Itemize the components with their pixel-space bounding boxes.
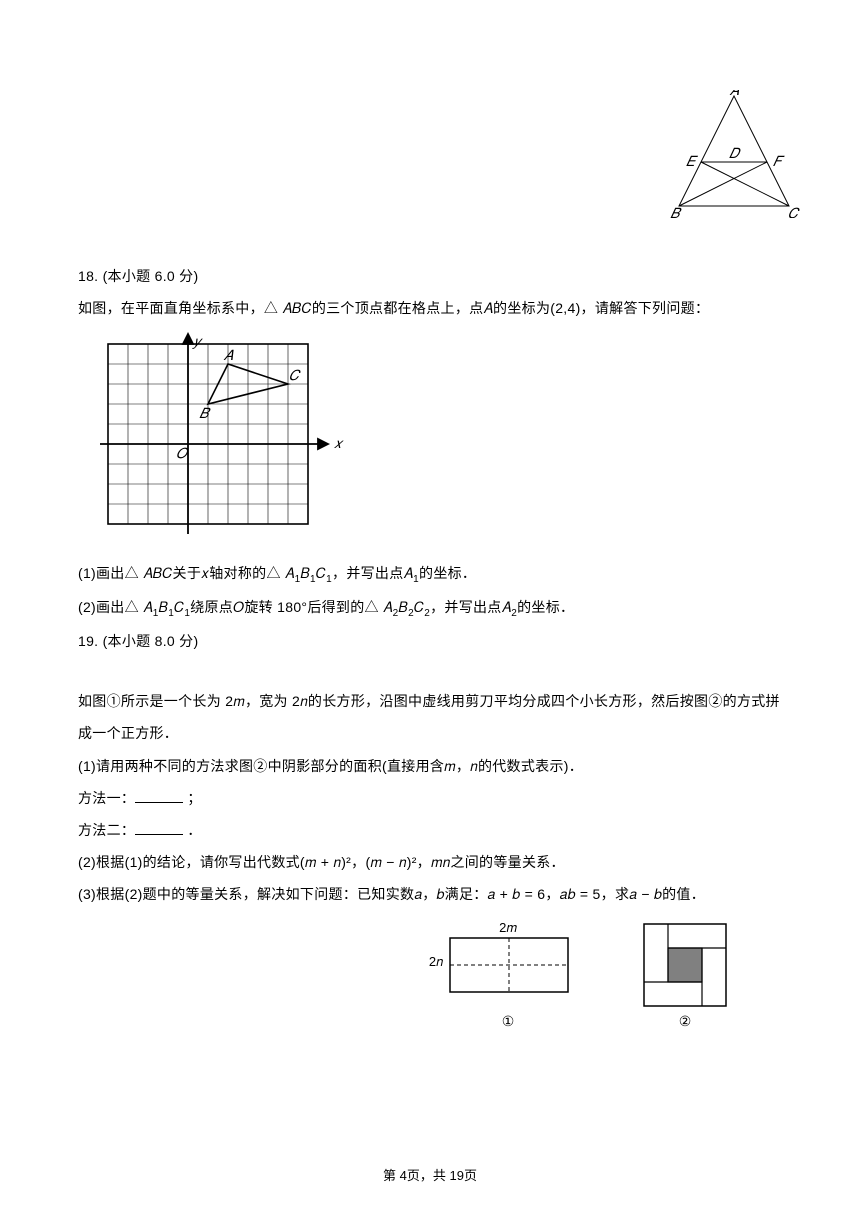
q19-method2: 方法二： ． (78, 814, 782, 846)
grid-figure: 𝑥 𝑦 𝑂 𝐴 𝐵 𝐶 (88, 330, 782, 549)
figure-1: 2𝑚 2𝑛 ① (418, 918, 582, 1039)
q18-number: 18. (78, 268, 98, 284)
fig2-label: ② (679, 1013, 692, 1029)
q18-p1-c: 𝐶 (316, 565, 326, 581)
figure-2: ② (638, 918, 738, 1039)
q18-intro: 如图，在平面直角坐标系中，△ 𝐴𝐵𝐶的三个顶点都在格点上，点𝐴的坐标为(2,4)… (78, 292, 782, 324)
q18-part2: (2)画出△ 𝐴1𝐵1𝐶1绕原点𝑂旋转 180°后得到的△ 𝐴2𝐵2𝐶2，并写出… (78, 591, 782, 625)
origin-label: 𝑂 (176, 447, 189, 462)
q18-part1: (1)画出△ 𝐴𝐵𝐶关于𝑥轴对称的△ 𝐴1𝐵1𝐶1，并写出点𝐴1的坐标． (78, 557, 782, 591)
point-b-label: 𝐵 (199, 407, 211, 422)
q19-header: 19. (本小题 8.0 分) (78, 625, 782, 657)
q18-p1-a: (1)画出△ 𝐴𝐵𝐶关于𝑥轴对称的△ 𝐴 (78, 565, 295, 581)
q19-points: (本小题 8.0 分) (103, 633, 199, 649)
m2-end: ． (187, 822, 201, 838)
m1-label: 方法一： (78, 790, 135, 806)
fig1-2m-label: 2𝑚 (499, 920, 517, 935)
q18-p2-d: 绕原点𝑂旋转 180°后得到的△ 𝐴 (190, 599, 392, 615)
point-c-label: 𝐶 (289, 369, 302, 384)
fig1-2n-label: 2𝑛 (429, 954, 443, 969)
q18-p2-a: (2)画出△ 𝐴 (78, 599, 153, 615)
m2-label: 方法二： (78, 822, 135, 838)
q18-p2-b: 𝐵 (159, 599, 169, 615)
point-a-label: 𝐴 (223, 349, 234, 364)
q18-p1-e: 的坐标． (419, 565, 476, 581)
m1-end: ； (187, 790, 201, 806)
fig1-label: ① (502, 1013, 515, 1029)
q19-method1: 方法一： ； (78, 782, 782, 814)
x-axis-label: 𝑥 (334, 437, 344, 452)
q19-p2: (2)根据(1)的结论，请你写出代数式(𝑚 + 𝑛)²，(𝑚 − 𝑛)²，𝑚𝑛之… (78, 846, 782, 878)
q18-p1-b: 𝐵 (300, 565, 310, 581)
q19-p1: (1)请用两种不同的方法求图②中阴影部分的面积(直接用含𝑚，𝑛的代数式表示)． (78, 750, 782, 782)
blank-1 (135, 789, 183, 803)
q18-points: (本小题 6.0 分) (103, 268, 199, 284)
q19-number: 19. (78, 633, 98, 649)
vertex-c-label: 𝐶 (788, 207, 801, 218)
q18-p2-h: 的坐标． (517, 599, 574, 615)
q18-p2-c: 𝐶 (174, 599, 184, 615)
q18-p2-g: ，并写出点𝐴 (430, 599, 511, 615)
vertex-a-label: 𝐴 (729, 90, 740, 99)
vertex-e-label: 𝐸 (686, 155, 698, 170)
q18-p2-e: 𝐵 (399, 599, 409, 615)
vertex-d-label: 𝐷 (729, 147, 741, 162)
q18-p1-d: ，并写出点𝐴 (332, 565, 413, 581)
vertex-b-label: 𝐵 (670, 207, 682, 218)
blank-2 (135, 821, 183, 835)
q19-p3: (3)根据(2)题中的等量关系，解决如下问题：已知实数𝑎，𝑏满足：𝑎 + 𝑏 =… (78, 878, 782, 910)
triangle-figure: 𝐴 𝐸 𝐷 𝐹 𝐵 𝐶 (667, 90, 802, 223)
q19-intro: 如图①所示是一个长为 2𝑚，宽为 2𝑛的长方形，沿图中虚线用剪刀平均分成四个小长… (78, 685, 782, 749)
page-footer: 第 4页，共 19页 (0, 1165, 860, 1184)
vertex-f-label: 𝐹 (773, 155, 785, 170)
q18-header: 18. (本小题 6.0 分) (78, 260, 782, 292)
q18-p2-f: 𝐶 (414, 599, 424, 615)
y-axis-label: 𝑦 (192, 335, 203, 350)
